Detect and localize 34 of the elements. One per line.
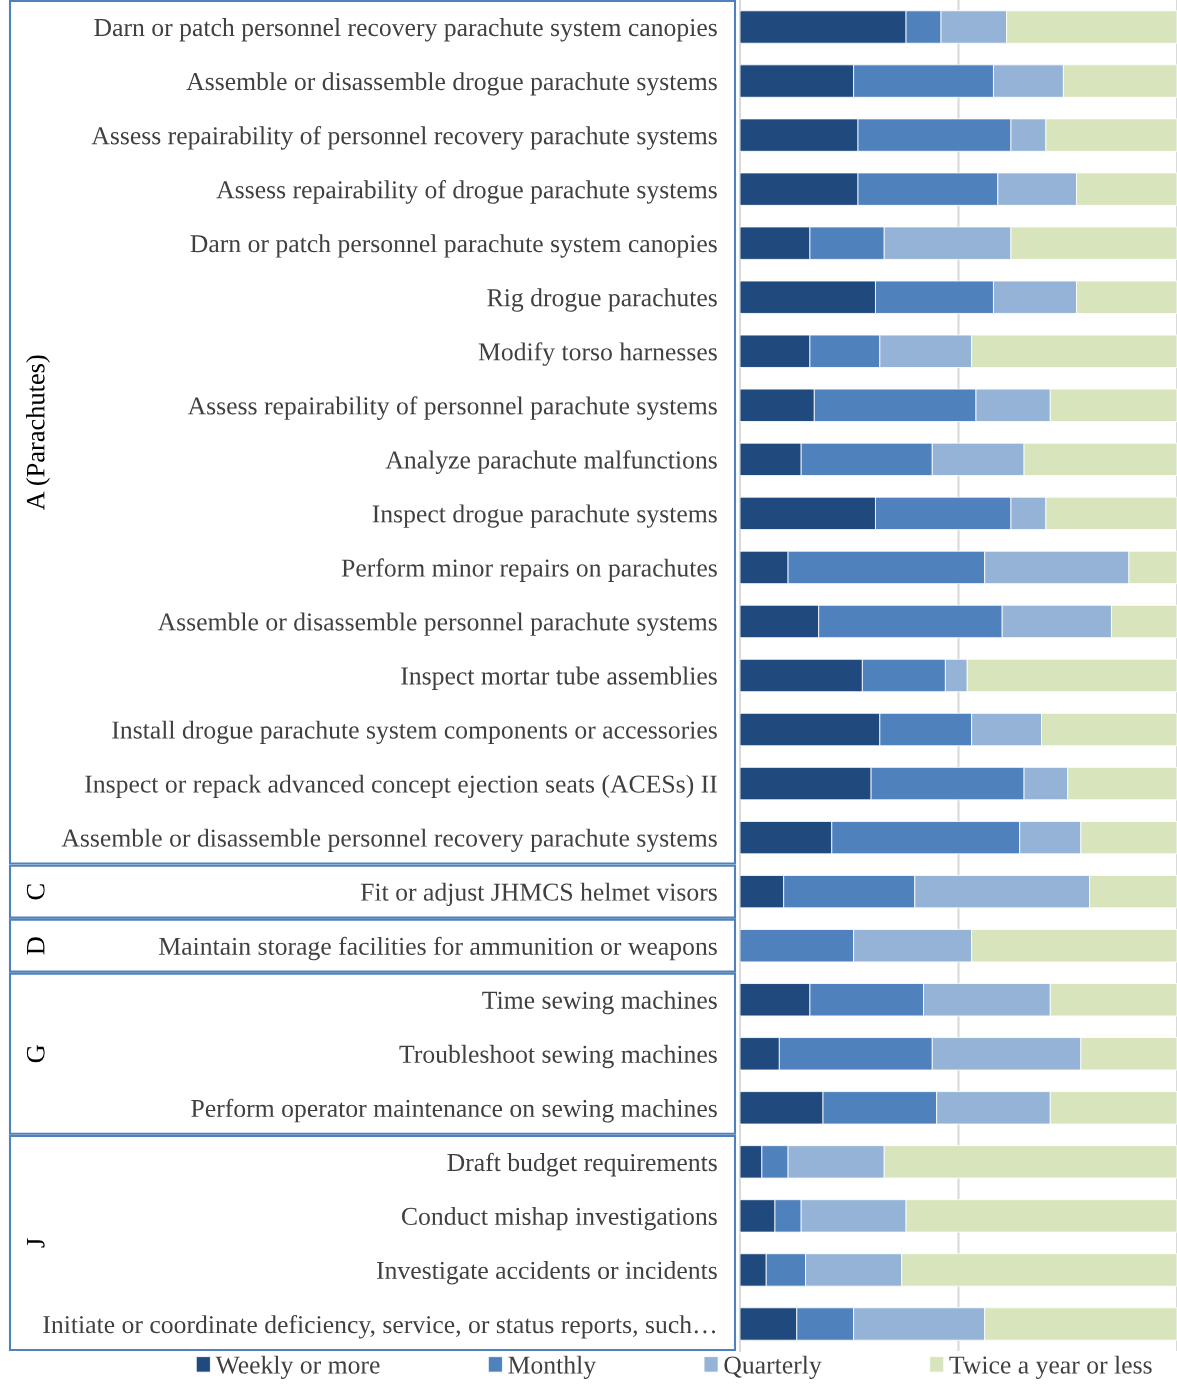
y-tick-label: Assemble or disassemble drogue parachute systems bbox=[186, 72, 717, 96]
legend-label: Monthly bbox=[508, 1355, 596, 1380]
y-tick-label: Investigate accidents or incidents bbox=[376, 1261, 717, 1285]
y-tick-label: Darn or patch personnel parachute system canopies bbox=[190, 234, 717, 258]
y-tick-label: Inspect drogue parachute systems bbox=[372, 504, 717, 528]
text: J bbox=[27, 1238, 45, 1248]
text: A (Parachutes) bbox=[26, 355, 50, 511]
legend-label: Twice a year or less bbox=[949, 1355, 1152, 1380]
y-tick-label: Initiate or coordinate deficiency, service, or status reports, such… bbox=[43, 1314, 716, 1339]
y-tick-label: Assess repairability of personnel parachute systems bbox=[187, 396, 717, 420]
y-tick-label: Modify torso harnesses bbox=[478, 342, 717, 366]
y-tick-label: Assess repairability of drogue parachute systems bbox=[216, 180, 717, 204]
y-tick-label: Inspect mortar tube assemblies bbox=[401, 666, 717, 690]
y-tick-label: Time sewing machines bbox=[482, 990, 717, 1015]
y-tick-label: Install drogue parachute system components or accessories bbox=[112, 720, 717, 744]
y-tick-label: Darn or patch personnel recovery parachute system canopies bbox=[94, 18, 717, 42]
text: D bbox=[27, 937, 45, 955]
y-tick-label: Assemble or disassemble personnel parachute systems bbox=[157, 612, 717, 636]
text: G bbox=[26, 1045, 45, 1063]
legend-label: Quarterly bbox=[724, 1355, 822, 1380]
y-tick-label: Conduct mishap investigations bbox=[401, 1206, 717, 1231]
y-tick-label: Assess repairability of personnel recovery parachute systems bbox=[91, 126, 717, 150]
text: C bbox=[26, 884, 45, 900]
y-tick-label: Assemble or disassemble personnel recovery parachute systems bbox=[61, 828, 717, 853]
y-tick-label: Rig drogue parachutes bbox=[487, 288, 717, 312]
y-tick-label: Perform minor repairs on parachutes bbox=[341, 558, 717, 582]
y-tick-label: Maintain storage facilities for ammunition or weapons bbox=[159, 936, 717, 961]
y-tick-label: Perform operator maintenance on sewing machines bbox=[191, 1098, 717, 1123]
y-tick-label: Fit or adjust JHMCS helmet visors bbox=[360, 882, 717, 907]
y-tick-label: Draft budget requirements bbox=[447, 1152, 717, 1177]
y-tick-label: Inspect or repack advanced concept ejection seats (ACESs) II bbox=[85, 774, 717, 798]
y-tick-label: Analyze parachute malfunctions bbox=[385, 450, 717, 474]
y-tick-label: Troubleshoot sewing machines bbox=[399, 1044, 717, 1069]
legend-label: Weekly or more bbox=[215, 1355, 380, 1380]
